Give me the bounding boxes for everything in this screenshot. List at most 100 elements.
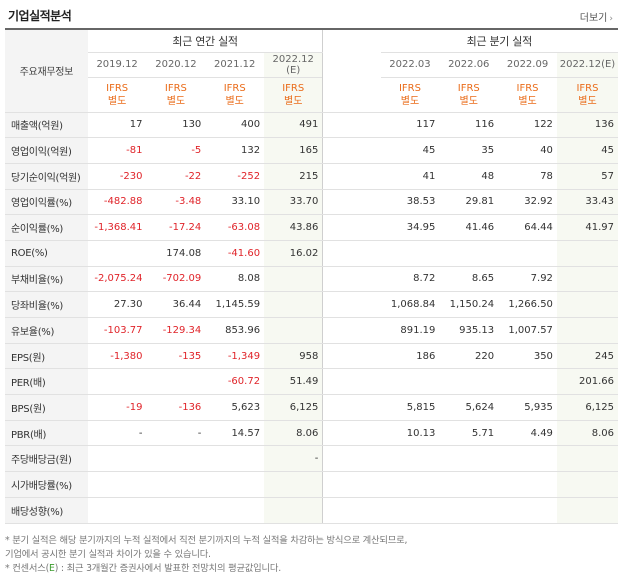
table-row: 배당성향(%) — [5, 497, 618, 524]
row-label: 순이익률(%) — [5, 214, 88, 241]
column-gap — [322, 163, 381, 190]
quarter-value: 1,266.50 — [498, 291, 557, 318]
annual-value: 33.10 — [205, 188, 265, 216]
ifrs-badge: IFRS 별도 — [439, 77, 499, 113]
quarter-value: 64.44 — [498, 214, 557, 241]
annual-value: 165 — [264, 137, 323, 164]
row-label: PBR(배) — [5, 420, 88, 447]
annual-value: 174.08 — [146, 240, 206, 267]
quarter-value: 29.81 — [439, 188, 499, 216]
ifrs-top: IFRS — [282, 82, 305, 94]
row-label: EPS(원) — [5, 342, 88, 370]
annual-value: 132 — [205, 137, 265, 164]
quarter-value — [556, 471, 618, 498]
annual-value: 27.30 — [87, 291, 147, 318]
more-link-label: 더보기 — [579, 13, 608, 24]
quarter-value: 935.13 — [439, 317, 499, 344]
quarter-value — [556, 265, 618, 293]
annual-value: 17 — [87, 111, 147, 139]
ifrs-badge: IFRS 별도 — [146, 77, 206, 113]
annual-value — [146, 471, 206, 498]
quarter-value — [380, 368, 440, 396]
table-row: 영업이익(억원) -81 -5 132 165 45 35 40 45 — [5, 137, 618, 164]
quarter-group-header: 최근 분기 실적 — [380, 29, 618, 53]
annual-value — [264, 265, 323, 293]
quarter-value — [556, 497, 618, 524]
quarter-value: 40 — [498, 137, 557, 164]
table-row: PER(배) -60.72 51.49 201.66 — [5, 368, 618, 396]
period-label: 2021.12 — [214, 59, 256, 70]
annual-value: 853.96 — [205, 317, 265, 344]
ifrs-top: IFRS — [398, 82, 421, 94]
annual-value: 36.44 — [146, 291, 206, 318]
annual-value: -22 — [146, 163, 206, 190]
financial-table: 주요재무정보 최근 연간 실적 최근 분기 실적 2019.12 2020.12 2021… — [5, 28, 618, 524]
period-label: 2022.09 — [506, 59, 549, 70]
ifrs-top: IFRS — [457, 82, 480, 94]
column-gap — [322, 394, 381, 421]
column-gap — [322, 342, 381, 370]
chevron-right-icon: › — [609, 14, 613, 24]
quarter-value: 45 — [380, 137, 440, 164]
more-link[interactable]: 더보기 › — [580, 9, 613, 24]
quarter-value — [380, 240, 440, 267]
ifrs-badge: IFRS 별도 — [498, 77, 557, 113]
column-gap — [322, 188, 381, 216]
table-row: PBR(배) - -14.57 8.06 10.13 5.71 4.49 8.06 — [5, 420, 618, 447]
table-row: 주당배당금(원) - — [5, 445, 618, 473]
annual-period-header: 2022.12 (E) — [264, 52, 323, 78]
annual-value: -252 — [205, 163, 265, 190]
period-label: 2020.12 — [155, 59, 197, 70]
row-label: 주당배당금(원) — [5, 445, 88, 473]
annual-value: -1,349 — [205, 342, 265, 370]
ifrs-top: IFRS — [164, 82, 187, 94]
estimate-label: (E) — [286, 64, 301, 76]
annual-value: 16.02 — [264, 240, 323, 267]
table-row: 부채비율(%) -2,075.24 -702.09 8.08 8.72 8.65 7.92 — [5, 265, 618, 293]
column-gap — [322, 265, 381, 293]
annual-period-header: 2021.12 — [205, 52, 265, 78]
quarter-value — [380, 497, 440, 524]
annual-value: -103.77 — [87, 317, 147, 344]
ifrs-bottom: 별도 — [166, 95, 186, 107]
column-gap — [322, 471, 381, 498]
row-label: 당기순이익(억원) — [5, 163, 88, 190]
quarter-value — [556, 317, 618, 344]
quarter-value: 41 — [380, 163, 440, 190]
quarter-value: 8.72 — [380, 265, 440, 293]
quarter-value: 220 — [439, 342, 499, 370]
ifrs-badge: IFRS 별도 — [205, 77, 265, 113]
annual-value: 1,145.59 — [205, 291, 265, 318]
annual-value — [146, 368, 206, 396]
quarter-period-header: 2022.03 — [380, 52, 440, 78]
column-gap — [322, 111, 381, 139]
annual-value: 6,125 — [264, 394, 323, 421]
column-gap — [322, 240, 381, 267]
column-gap — [322, 420, 381, 447]
ifrs-bottom: 별도 — [518, 95, 537, 107]
quarter-value — [380, 445, 440, 473]
quarter-value — [556, 445, 618, 473]
quarter-value — [439, 240, 499, 267]
annual-value: -702.09 — [146, 265, 206, 293]
column-gap — [322, 137, 381, 164]
quarter-value: 41.97 — [556, 214, 618, 241]
ifrs-bottom: 별도 — [284, 95, 303, 107]
annual-value — [87, 471, 147, 498]
ifrs-badge: IFRS 별도 — [556, 77, 618, 113]
annual-value: -41.60 — [205, 240, 265, 267]
quarter-value — [498, 368, 557, 396]
footnote-3: * 컨센서스(E) : 최근 3개월간 증권사에서 발표한 전망치의 평균값입니… — [5, 563, 281, 574]
quarter-value: 245 — [556, 342, 618, 370]
quarter-value: 5,815 — [380, 394, 440, 421]
annual-value: 51.49 — [264, 368, 323, 396]
table-row: 시가배당률(%) — [5, 471, 618, 498]
quarter-value — [498, 471, 557, 498]
annual-value — [87, 240, 147, 267]
table-row: EPS(원) -1,380 -135 -1,349 958 186 220 350 245 — [5, 342, 618, 370]
section-title: 기업실적분석 — [8, 9, 72, 23]
annual-value: 8.08 — [205, 265, 265, 293]
annual-value: 958 — [264, 342, 323, 370]
row-label: 당좌비율(%) — [5, 291, 88, 318]
quarter-value: 7.92 — [498, 265, 557, 293]
